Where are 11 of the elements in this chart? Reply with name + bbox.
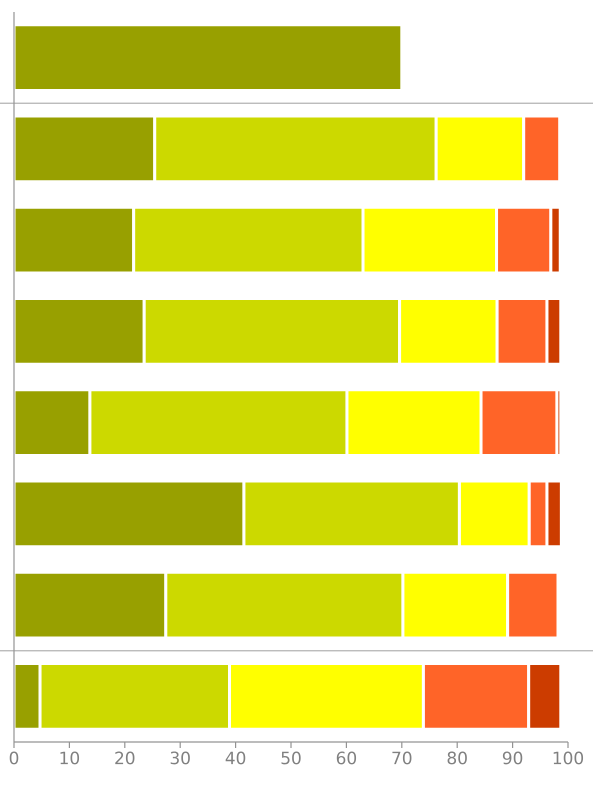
x-tick-label: 0 — [10, 752, 18, 764]
x-tick-label: 90 — [502, 752, 522, 764]
x-tick-label: 100 — [554, 752, 584, 764]
x-tick-label: 10 — [60, 752, 80, 764]
x-tick-label: 30 — [170, 752, 190, 764]
x-tick-label: 20 — [115, 752, 134, 764]
x-tick-label: 80 — [448, 752, 467, 764]
x-tick-label: 50 — [282, 752, 301, 764]
x-tick-label: 60 — [336, 752, 356, 764]
x-tick-label: 40 — [226, 752, 246, 764]
x-tick-label: 70 — [392, 752, 412, 764]
